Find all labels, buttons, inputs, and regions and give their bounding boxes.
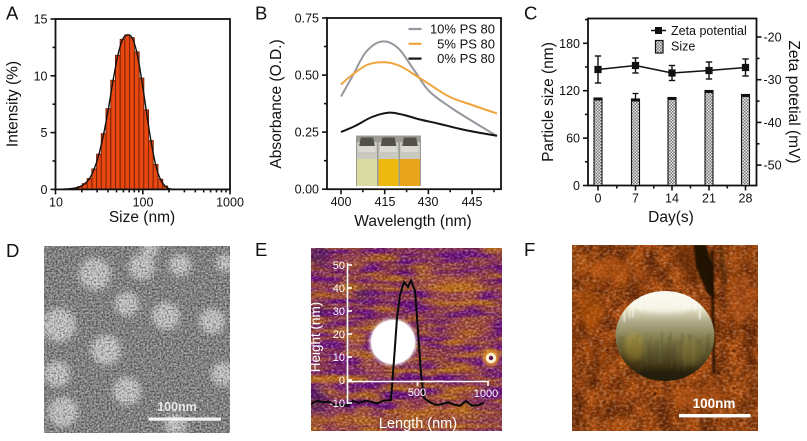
svg-text:Zeta potetial (mV): Zeta potetial (mV)	[785, 40, 802, 163]
svg-text:5% PS 80: 5% PS 80	[437, 36, 495, 51]
svg-text:C: C	[524, 3, 537, 24]
svg-text:D: D	[6, 240, 19, 261]
svg-text:0: 0	[339, 375, 345, 387]
svg-text:Size: Size	[671, 40, 695, 54]
svg-text:0% PS 80: 0% PS 80	[437, 51, 495, 66]
svg-text:E: E	[255, 239, 267, 260]
svg-text:B: B	[255, 3, 267, 24]
svg-text:F: F	[524, 239, 535, 260]
svg-text:-40: -40	[764, 116, 782, 130]
svg-text:1000: 1000	[474, 388, 498, 400]
svg-text:Absorbance (O.D.): Absorbance (O.D.)	[268, 39, 285, 168]
svg-text:Particle size (nm): Particle size (nm)	[540, 42, 557, 162]
svg-text:30: 30	[333, 306, 345, 318]
svg-text:15: 15	[34, 13, 48, 27]
svg-text:415: 415	[375, 195, 396, 209]
svg-text:Height (nm): Height (nm)	[308, 302, 323, 373]
svg-text:100nm: 100nm	[157, 400, 197, 414]
svg-text:100: 100	[133, 195, 154, 209]
svg-text:20: 20	[333, 329, 345, 341]
svg-text:28: 28	[739, 192, 753, 206]
svg-text:1000: 1000	[216, 195, 244, 209]
svg-text:21: 21	[702, 192, 716, 206]
svg-text:Zeta potential: Zeta potential	[671, 24, 747, 38]
svg-text:10: 10	[333, 352, 345, 364]
svg-text:-30: -30	[764, 73, 782, 87]
svg-text:-20: -20	[764, 31, 782, 45]
svg-text:445: 445	[462, 195, 483, 209]
svg-text:Day(s): Day(s)	[648, 209, 694, 226]
svg-text:0.00: 0.00	[295, 183, 319, 197]
svg-text:0: 0	[595, 192, 602, 206]
svg-text:40: 40	[333, 283, 345, 295]
svg-text:0: 0	[41, 183, 48, 197]
svg-text:0.25: 0.25	[295, 126, 319, 140]
svg-text:5: 5	[41, 126, 48, 140]
svg-text:50: 50	[333, 260, 345, 272]
svg-text:500: 500	[408, 387, 426, 399]
svg-text:Wavelength (nm): Wavelength (nm)	[354, 213, 471, 230]
svg-text:60: 60	[566, 132, 580, 146]
svg-text:A: A	[6, 3, 19, 24]
svg-text:0: 0	[573, 179, 580, 193]
svg-text:Intensity (%): Intensity (%)	[5, 61, 22, 147]
svg-text:0.75: 0.75	[295, 12, 319, 26]
svg-text:-10: -10	[329, 398, 345, 410]
svg-text:Size (nm): Size (nm)	[109, 209, 175, 226]
svg-text:0.50: 0.50	[295, 69, 319, 83]
svg-text:7: 7	[632, 192, 639, 206]
svg-text:14: 14	[665, 192, 679, 206]
svg-text:400: 400	[331, 195, 352, 209]
svg-text:Length (nm): Length (nm)	[379, 416, 457, 432]
svg-text:-50: -50	[764, 159, 782, 173]
svg-text:10% PS 80: 10% PS 80	[430, 22, 495, 37]
svg-text:180: 180	[559, 37, 580, 51]
svg-text:10: 10	[34, 69, 48, 83]
svg-text:430: 430	[418, 195, 439, 209]
svg-text:120: 120	[559, 84, 580, 98]
svg-text:100nm: 100nm	[693, 396, 736, 411]
svg-text:10: 10	[49, 195, 63, 209]
